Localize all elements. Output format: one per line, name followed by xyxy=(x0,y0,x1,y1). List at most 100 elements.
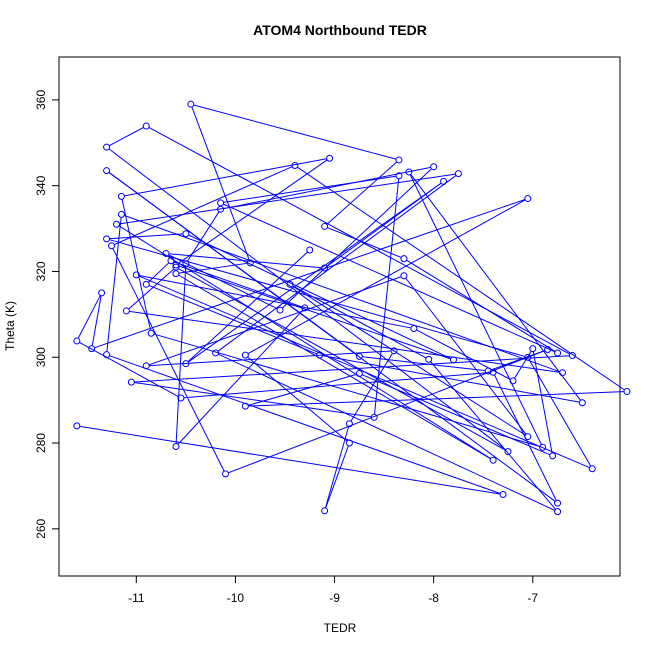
data-point xyxy=(117,192,125,200)
data-point xyxy=(103,143,111,151)
y-tick-label: 280 xyxy=(34,433,48,453)
data-point xyxy=(103,235,111,243)
series-line-segment xyxy=(109,355,501,494)
series-line-segment xyxy=(148,262,170,283)
data-point xyxy=(291,162,299,170)
series-line-segment xyxy=(350,353,393,422)
data-point xyxy=(217,205,225,213)
data-point xyxy=(395,156,403,164)
series-line-segment xyxy=(178,159,328,264)
x-axis-label: TEDR xyxy=(324,621,357,635)
series-line-segment xyxy=(281,168,432,309)
data-point xyxy=(172,261,180,269)
series-line-segment xyxy=(128,268,175,310)
data-point xyxy=(306,246,314,254)
series-line-segment xyxy=(79,425,501,495)
series-line-segment xyxy=(109,239,526,357)
series-line-segment xyxy=(532,351,553,454)
data-point xyxy=(549,452,557,460)
data-point xyxy=(98,289,106,297)
series-line-segment xyxy=(109,233,183,240)
series-line-segment xyxy=(327,227,402,258)
series-line-segment xyxy=(178,265,451,360)
data-point xyxy=(147,329,155,337)
data-point xyxy=(142,362,150,370)
series-line-segment xyxy=(187,251,308,363)
series-line-segment xyxy=(223,175,397,203)
series-line-segment xyxy=(416,329,511,380)
data-point xyxy=(504,448,512,456)
y-axis-label: Theta (K) xyxy=(3,301,17,351)
data-point xyxy=(355,370,363,378)
data-point xyxy=(554,499,562,507)
series-line-segment xyxy=(91,295,102,346)
data-point xyxy=(345,420,353,428)
series-line-segment xyxy=(188,234,451,359)
data-point xyxy=(524,195,532,203)
data-point xyxy=(246,259,254,267)
series-line-segment xyxy=(217,175,457,352)
series-line-segment xyxy=(77,295,101,339)
y-tick-label: 340 xyxy=(34,175,48,195)
chart-title: ATOM4 Northbound TEDR xyxy=(253,22,427,38)
series-line-segment xyxy=(148,276,402,366)
series-line-segment xyxy=(193,104,397,160)
series-line-segment xyxy=(108,148,506,451)
series-line-segment xyxy=(191,106,250,261)
series-line-segment xyxy=(79,341,179,397)
series-line-segment xyxy=(188,182,442,363)
data-point xyxy=(117,210,125,218)
data-point xyxy=(499,491,507,499)
data-point xyxy=(554,508,562,516)
series-line-segment xyxy=(322,355,580,403)
data-point xyxy=(142,280,150,288)
data-point xyxy=(73,422,81,430)
series-group xyxy=(73,100,631,516)
data-point xyxy=(177,394,185,402)
series-line-segment xyxy=(148,285,318,355)
data-point xyxy=(529,345,537,353)
data-point xyxy=(321,264,329,272)
series-line-segment xyxy=(324,426,350,509)
data-point xyxy=(182,360,190,368)
series-line-segment xyxy=(248,391,624,407)
series-line-segment xyxy=(108,172,358,356)
data-point xyxy=(103,167,111,175)
data-point xyxy=(132,271,140,279)
x-tick-label: -10 xyxy=(227,591,245,605)
series-line-segment xyxy=(94,199,526,349)
series-line-segment xyxy=(124,158,327,197)
data-point xyxy=(400,255,408,263)
data-point xyxy=(212,349,220,357)
data-point xyxy=(370,413,378,421)
data-point xyxy=(425,355,433,363)
series-line-segment xyxy=(409,174,542,445)
x-tick-label: -11 xyxy=(128,591,145,605)
data-point xyxy=(524,433,532,441)
data-point xyxy=(301,304,309,312)
series-line-segment xyxy=(373,178,400,415)
y-tick-label: 320 xyxy=(34,261,48,281)
data-point xyxy=(112,220,120,228)
series-line-segment xyxy=(325,445,349,509)
data-point xyxy=(454,170,462,178)
data-point xyxy=(568,352,576,360)
series-line-segment xyxy=(168,253,322,269)
data-point xyxy=(167,257,175,265)
data-point xyxy=(321,507,329,515)
data-point xyxy=(103,351,111,359)
data-point xyxy=(122,307,130,315)
data-point xyxy=(108,242,116,250)
data-point xyxy=(440,177,448,185)
data-point xyxy=(544,346,552,354)
series-line-segment xyxy=(121,199,152,331)
data-point xyxy=(321,222,329,230)
series-line-segment xyxy=(108,127,144,147)
series-line-segment xyxy=(114,166,293,245)
series-line-segment xyxy=(168,254,278,310)
data-point xyxy=(539,443,547,451)
data-point xyxy=(554,349,562,357)
series-line-segment xyxy=(187,211,220,262)
data-point xyxy=(400,272,408,280)
